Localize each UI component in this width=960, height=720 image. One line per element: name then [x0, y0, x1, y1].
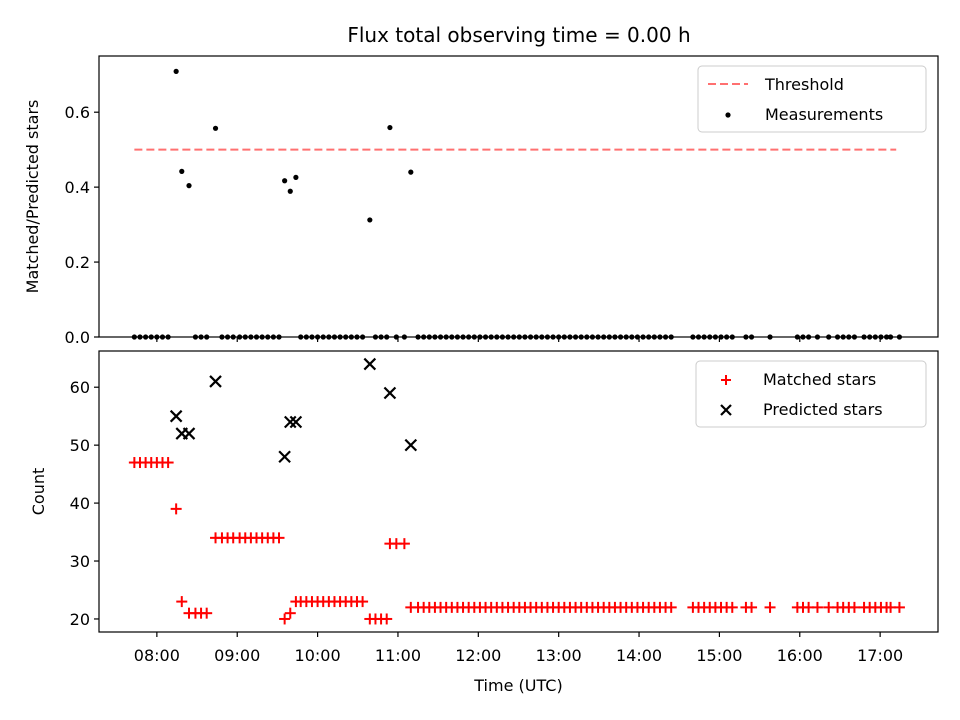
legend-matched-label: Matched stars: [763, 370, 876, 389]
chart-title: Flux total observing time = 0.00 h: [347, 23, 690, 47]
matched-star-point: [665, 601, 677, 613]
measurement-point: [367, 217, 373, 223]
bottom-xtick-label: 17:00: [857, 646, 903, 665]
predicted-star-point: [209, 375, 222, 388]
matched-star-point: [170, 503, 182, 515]
bottom-legend-box: [695, 360, 927, 428]
bottom-ytick-label: 40: [70, 494, 90, 513]
top-panel: 0.0 0.2 0.4 0.6 Matched/Predicted stars Thres…: [23, 55, 939, 347]
matched-star-point: [162, 457, 174, 469]
predicted-star-stroke-b: [383, 386, 397, 400]
predicted-star-stroke-b: [209, 375, 222, 388]
bottom-ytick-label: 20: [70, 610, 90, 629]
bottom-ylabel: Count: [29, 468, 48, 516]
top-ytick-label: 0.0: [65, 328, 90, 347]
legend-predicted-stroke-b: [720, 404, 732, 416]
matched-star-point: [176, 596, 188, 608]
measurement-point: [186, 183, 192, 189]
top-legend: Threshold Measurements: [697, 65, 927, 133]
bottom-xtick-label: 16:00: [777, 646, 823, 665]
bottom-xtick-label: 09:00: [214, 646, 260, 665]
bottom-panel: 20 30 40 50 60 08:00 09:00 10:00 11:00 12:00 13:00…: [29, 350, 939, 695]
matched-star-point: [201, 607, 213, 619]
legend-measurement-swatch: [725, 112, 731, 118]
legend-predicted-swatch: [720, 404, 732, 416]
legend-threshold-label: Threshold: [764, 75, 844, 94]
measurement-point: [408, 169, 414, 175]
matched-star-point: [284, 607, 296, 619]
bottom-xtick-label: 10:00: [295, 646, 341, 665]
measurement-point: [212, 125, 219, 131]
matched-star-point: [811, 601, 823, 613]
bottom-xtick-label: 08:00: [134, 646, 180, 665]
predicted-star-point: [182, 427, 196, 440]
legend-matched-swatch: [721, 375, 731, 385]
bottom-legend: Matched stars Predicted stars: [695, 360, 927, 428]
measurement-point: [282, 178, 288, 184]
legend-predicted-label: Predicted stars: [763, 400, 883, 419]
matched-star-point: [357, 596, 369, 608]
predicted-star-stroke-b: [169, 409, 183, 423]
predicted-star-stroke-b: [283, 415, 297, 429]
matched-star-point: [746, 601, 758, 613]
predicted-star-stroke-b: [182, 427, 196, 440]
matched-star-point: [279, 613, 291, 625]
measurement-point: [293, 174, 299, 180]
top-axes-frame: [98, 55, 939, 338]
matched-star-point: [764, 601, 776, 613]
matched-star-point: [398, 538, 410, 550]
predicted-star-stroke-b: [404, 438, 418, 452]
measurement-point: [173, 68, 179, 74]
predicted-star-point: [169, 409, 183, 423]
bottom-xtick-label: 12:00: [455, 646, 501, 665]
predicted-star-stroke-b: [278, 450, 291, 464]
predicted-star-point: [278, 450, 291, 464]
bottom-xtick-label: 13:00: [536, 646, 582, 665]
top-ytick-label: 0.4: [65, 178, 90, 197]
matched-star-point: [381, 613, 393, 625]
top-ytick-label: 0.2: [65, 253, 90, 272]
top-ylabel: Matched/Predicted stars: [23, 100, 42, 294]
bottom-xtick-label: 11:00: [375, 646, 421, 665]
predicted-star-stroke-b: [289, 415, 303, 429]
predicted-star-point: [404, 438, 418, 452]
bottom-xtick-label: 15:00: [696, 646, 742, 665]
bottom-axes-frame: [98, 350, 939, 633]
measurement-point: [179, 168, 185, 174]
predicted-star-point: [383, 386, 397, 400]
predicted-star-point: [289, 415, 303, 429]
bottom-ytick-label: 60: [70, 378, 90, 397]
top-legend-box: [697, 65, 927, 133]
matched-star-point: [848, 601, 860, 613]
legend-measurements-label: Measurements: [765, 105, 883, 124]
bottom-ytick-label: 50: [70, 436, 90, 455]
measurement-point: [287, 188, 293, 194]
measurement-point: [387, 124, 393, 131]
matched-star-point: [273, 532, 285, 544]
bottom-ytick-label: 30: [70, 552, 90, 571]
predicted-star-point: [363, 357, 377, 371]
top-ytick-label: 0.6: [65, 103, 90, 122]
matched-star-point: [726, 601, 738, 613]
predicted-star-stroke-b: [363, 357, 377, 371]
matched-star-point: [893, 601, 905, 613]
predicted-star-point: [283, 415, 297, 429]
bottom-xtick-label: 14:00: [616, 646, 662, 665]
bottom-xlabel: Time (UTC): [473, 676, 562, 695]
